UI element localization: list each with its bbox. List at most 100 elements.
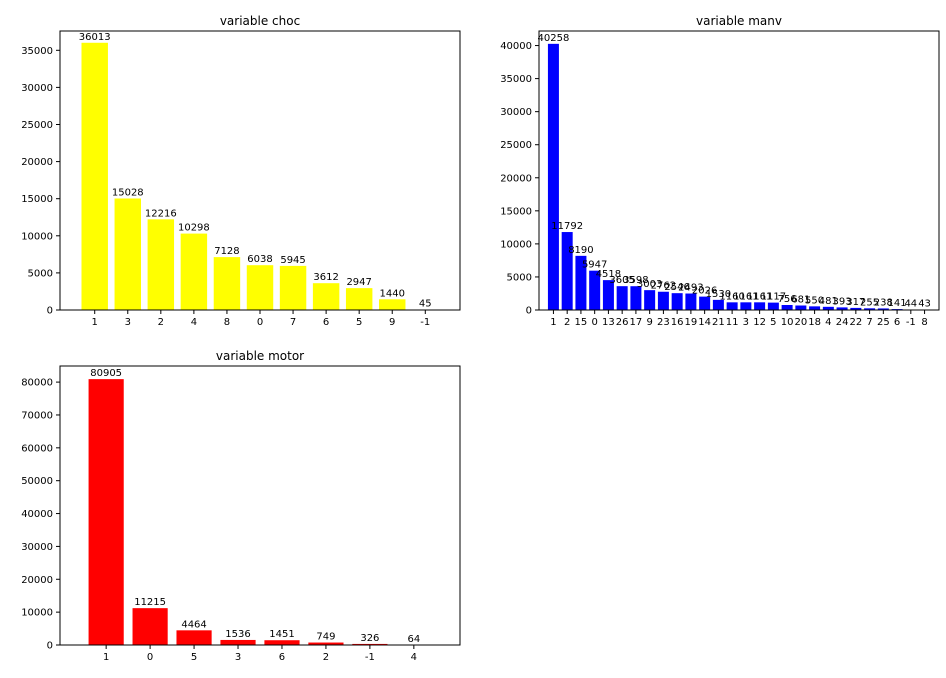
y-tick-label: 60000 — [21, 443, 53, 454]
y-tick-label: 20000 — [21, 575, 53, 586]
data-label: 317 — [846, 297, 865, 308]
data-label: 3612 — [313, 272, 338, 283]
bar — [754, 302, 766, 310]
plot-frame — [59, 365, 461, 646]
x-tick-label: 3 — [125, 317, 131, 328]
bar — [616, 286, 628, 310]
x-tick-label: 11 — [726, 317, 739, 328]
bar — [589, 270, 601, 310]
y-tick-label: 10000 — [21, 608, 53, 619]
panel-title: variable motor — [216, 349, 304, 363]
x-tick-label: 25 — [877, 317, 890, 328]
y-tick-label: 15000 — [500, 206, 532, 217]
bar — [781, 305, 793, 310]
x-tick-label: 6 — [279, 652, 285, 663]
x-tick-label: 0 — [257, 317, 263, 328]
x-tick-label: 4 — [191, 317, 197, 328]
bar — [809, 306, 821, 310]
bar — [657, 291, 669, 310]
x-tick-label: 9 — [389, 317, 395, 328]
bar — [836, 307, 848, 310]
bar — [147, 219, 175, 310]
data-label: 550 — [805, 295, 824, 306]
y-tick-label: 80000 — [21, 378, 53, 389]
panel-choc: variable choc 36013150281221610298712860… — [21, 14, 461, 328]
bar — [279, 265, 307, 310]
y-tick-label: 20000 — [500, 173, 532, 184]
data-label: 10298 — [178, 223, 210, 234]
data-label: 44 — [904, 299, 917, 310]
data-label: 4464 — [181, 619, 206, 630]
data-label: 45 — [419, 299, 432, 310]
bar — [575, 255, 587, 310]
x-tick-label: 18 — [808, 317, 821, 328]
x-tick-label: -1 — [420, 317, 430, 328]
y-tick-label: 10000 — [500, 239, 532, 250]
bar — [602, 280, 614, 310]
bar — [644, 290, 656, 310]
x-tick-label: 19 — [685, 317, 698, 328]
bar — [795, 305, 807, 310]
y-tick-label: 50000 — [21, 476, 53, 487]
bar — [220, 639, 256, 645]
x-tick-label: 8 — [921, 317, 927, 328]
x-tick-label: 24 — [836, 317, 849, 328]
bar — [308, 642, 344, 645]
data-label: 2026 — [692, 286, 717, 297]
data-label: 1160 — [719, 291, 744, 302]
x-tick-label: 1 — [103, 652, 109, 663]
x-tick-label: 1 — [92, 317, 98, 328]
x-tick-label: 17 — [630, 317, 643, 328]
data-label: 7128 — [214, 246, 239, 257]
bar — [561, 232, 573, 310]
bar — [822, 306, 834, 310]
bar — [132, 608, 168, 645]
x-tick-label: -1 — [365, 652, 375, 663]
x-tick-label: 2 — [564, 317, 570, 328]
x-tick-label: 6 — [323, 317, 329, 328]
data-label: 2546 — [664, 282, 689, 293]
x-tick-label: 3 — [743, 317, 749, 328]
y-tick-label: 0 — [47, 306, 53, 317]
data-label: 238 — [874, 297, 893, 308]
x-tick-label: 2 — [323, 652, 329, 663]
bar — [88, 379, 124, 645]
data-label: 1161 — [733, 291, 758, 302]
data-label: 756 — [778, 294, 797, 305]
data-label: 64 — [407, 634, 420, 645]
data-label: 5945 — [280, 255, 305, 266]
y-tick-label: 30000 — [21, 542, 53, 553]
data-label: 1536 — [225, 629, 250, 640]
data-label: 11215 — [134, 597, 166, 608]
data-label: 36013 — [79, 32, 111, 43]
x-tick-label: 14 — [698, 317, 711, 328]
bar — [864, 308, 876, 310]
bar — [767, 302, 779, 310]
y-tick-label: 15000 — [21, 194, 53, 205]
data-label: 43 — [918, 299, 931, 310]
x-tick-label: 6 — [894, 317, 900, 328]
y-tick-label: 30000 — [21, 83, 53, 94]
x-tick-label: 4 — [411, 652, 417, 663]
bar — [547, 43, 559, 311]
bar — [345, 288, 373, 310]
plot-frame — [538, 30, 940, 311]
data-label: 141 — [888, 298, 907, 309]
y-tick-label: 35000 — [500, 74, 532, 85]
x-tick-label: 0 — [591, 317, 597, 328]
y-tick-label: 25000 — [500, 140, 532, 151]
x-tick-label: 15 — [575, 317, 588, 328]
bar — [81, 42, 108, 310]
x-tick-label: 13 — [602, 317, 615, 328]
x-tick-label: -1 — [906, 317, 916, 328]
data-label: 326 — [360, 633, 379, 644]
bar — [850, 307, 862, 310]
x-tick-label: 21 — [712, 317, 725, 328]
data-label: 12216 — [145, 208, 177, 219]
bar — [740, 302, 752, 310]
data-label: 749 — [316, 632, 335, 643]
data-label: 1530 — [706, 289, 731, 300]
data-label: 3605 — [609, 275, 634, 286]
x-tick-label: 2 — [158, 317, 164, 328]
